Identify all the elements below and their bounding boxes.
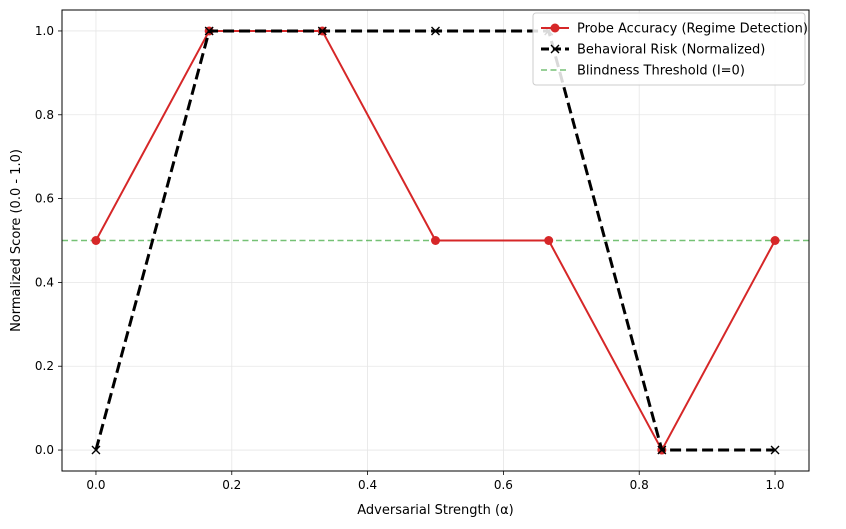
- y-axis-label: Normalized Score (0.0 - 1.0): [9, 149, 24, 332]
- y-tick-label: 0.0: [35, 443, 54, 457]
- x-marker-stroke: [204, 26, 214, 36]
- legend-entry-label: Blindness Threshold (I=0): [577, 64, 745, 79]
- x-axis-label: Adversarial Strength (α): [357, 503, 513, 518]
- behavioral-risk-point: [91, 445, 101, 455]
- x-tick-label: 0.0: [86, 478, 105, 492]
- x-axis-ticks: 0.0 0.2 0.4 0.6 0.8 1.0: [86, 471, 785, 492]
- legend-entry-label: Behavioral Risk (Normalized): [577, 43, 765, 58]
- x-tick-label: 0.4: [358, 478, 377, 492]
- probe-accuracy-point: [544, 236, 554, 245]
- legend-swatch-marker: [550, 44, 560, 54]
- legend-entry-label: Probe Accuracy (Regime Detection): [577, 22, 808, 37]
- y-tick-label: 0.4: [35, 275, 54, 289]
- x-tick-label: 0.2: [222, 478, 241, 492]
- y-tick-label: 0.8: [35, 108, 54, 122]
- probe-accuracy-point: [91, 236, 101, 245]
- x-tick-label: 1.0: [765, 478, 784, 492]
- x-tick-label: 0.6: [494, 478, 513, 492]
- x-marker-stroke: [657, 445, 667, 455]
- y-tick-label: 0.2: [35, 359, 54, 373]
- behavioral-risk-point: [317, 26, 327, 36]
- x-marker-stroke: [770, 445, 780, 455]
- probe-accuracy-point: [431, 236, 440, 245]
- data-series: [91, 26, 780, 455]
- legend: Probe Accuracy (Regime Detection) Behavio…: [532, 12, 808, 86]
- y-tick-label: 1.0: [35, 24, 54, 38]
- y-tick-label: 0.6: [35, 192, 54, 206]
- legend-box: [532, 12, 806, 86]
- y-axis-ticks: 0.0 0.2 0.4 0.6 0.8 1.0: [35, 24, 62, 457]
- x-tick-label: 0.8: [630, 478, 649, 492]
- behavioral-risk-point: [770, 445, 780, 455]
- x-marker-stroke: [431, 26, 440, 36]
- behavioral-risk-point: [431, 26, 440, 36]
- x-marker-stroke: [317, 26, 327, 36]
- probe-accuracy-point: [770, 236, 780, 245]
- plot-area-frame: [61, 9, 810, 472]
- legend-swatch-marker: [550, 23, 560, 33]
- x-marker-stroke: [91, 445, 101, 455]
- behavioral-risk-point: [204, 26, 214, 36]
- behavioral-risk-point: [657, 445, 667, 455]
